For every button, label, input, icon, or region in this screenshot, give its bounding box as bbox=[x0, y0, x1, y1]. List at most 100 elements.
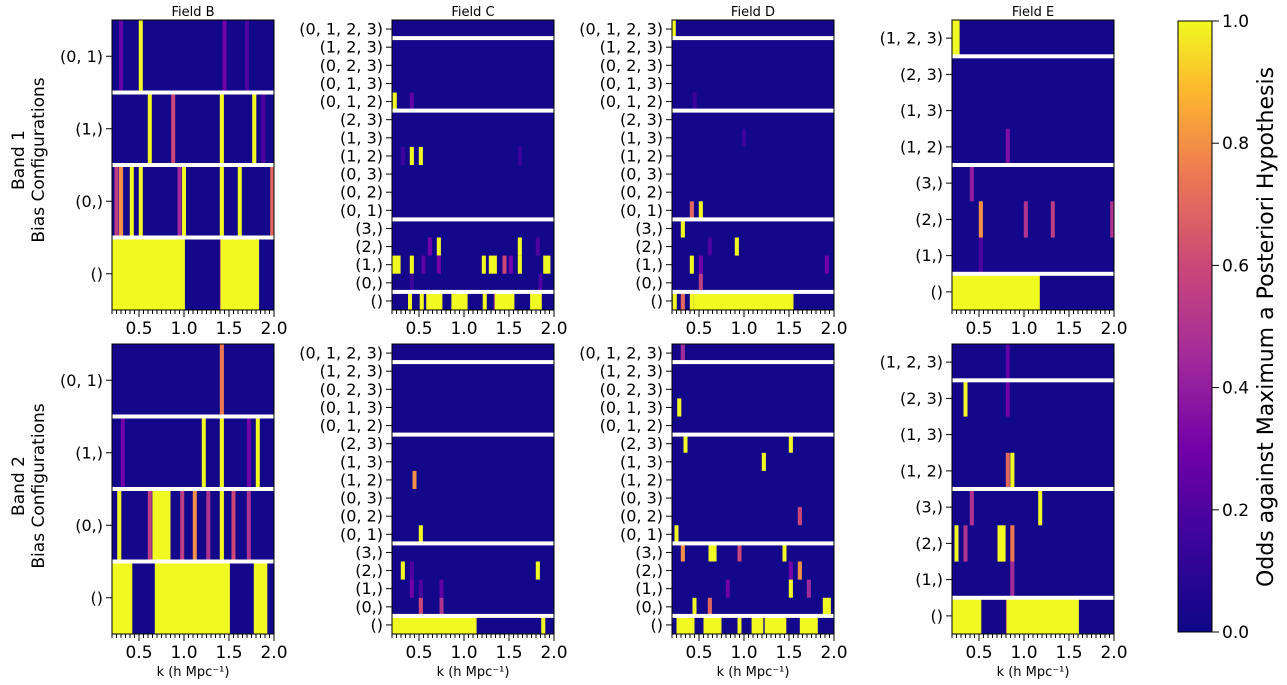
x-tick-label: 0.5 bbox=[685, 643, 712, 663]
heatmap-cell bbox=[117, 489, 122, 562]
heatmap-cell bbox=[963, 380, 968, 417]
heatmap-cell bbox=[439, 579, 444, 598]
heatmap-cell bbox=[1110, 201, 1114, 238]
group-separator bbox=[672, 36, 834, 41]
heatmap-cell bbox=[694, 291, 719, 310]
heatmap-cell bbox=[421, 255, 426, 274]
y-tick-label: (0,) bbox=[635, 597, 663, 616]
heatmap-cell bbox=[156, 561, 189, 634]
heatmap-panels: (0, 1) (1,) (0,) () 0.5 1.0 1.5 2.0 Field B (0, 1… bbox=[60, 5, 1128, 680]
x-tick-label: 2.0 bbox=[820, 319, 847, 339]
y-tick-label: (1, 2, 3) bbox=[880, 353, 943, 372]
group-separator bbox=[672, 289, 834, 294]
x-tick-label: 1.5 bbox=[775, 319, 802, 339]
heatmap-cell bbox=[978, 201, 983, 238]
heatmap-cell bbox=[1008, 597, 1079, 635]
y-tick-label: (1, 3) bbox=[340, 128, 383, 147]
heatmap-cell bbox=[692, 92, 697, 111]
y-tick-label: (0, 3) bbox=[340, 165, 383, 184]
heatmap-cell bbox=[680, 291, 685, 310]
heatmap-cell bbox=[707, 237, 712, 256]
heatmap-cell bbox=[409, 255, 414, 274]
y-tick-label: (0, 1, 2, 3) bbox=[299, 344, 383, 363]
heatmap-cell bbox=[517, 237, 522, 256]
row-label-band2-line1: Band 2 bbox=[9, 456, 29, 516]
heatmap-cell bbox=[535, 237, 540, 256]
heatmap-cell bbox=[201, 416, 206, 489]
heatmap-cell bbox=[138, 20, 143, 93]
heatmap-cell bbox=[488, 255, 497, 274]
colorbar-tick-label: 0.2 bbox=[1222, 501, 1249, 521]
panel-title: Field E bbox=[1012, 5, 1054, 20]
heatmap-cell bbox=[409, 146, 414, 165]
heatmap-cell bbox=[788, 579, 793, 598]
x-tick-label: 2.0 bbox=[820, 643, 847, 663]
heatmap-cell bbox=[1005, 452, 1010, 490]
y-tick-label: (2,) bbox=[635, 237, 663, 256]
x-tick-label: 0.5 bbox=[965, 319, 992, 339]
heatmap-cell bbox=[782, 543, 787, 562]
panel-band2-field-d: (0, 1, 2, 3)(1, 2, 3)(0, 2, 3)(0, 1, 3)(… bbox=[579, 343, 848, 680]
heatmap-cell bbox=[229, 237, 260, 310]
group-separator bbox=[112, 414, 274, 419]
heatmap-cell bbox=[797, 507, 802, 526]
colorbar-gradient bbox=[1177, 20, 1213, 633]
group-separator bbox=[952, 378, 1114, 383]
group-separator bbox=[112, 235, 274, 240]
x-tick-label: 1.5 bbox=[775, 643, 802, 663]
group-separator bbox=[112, 559, 274, 564]
y-tick-label: (1, 3) bbox=[620, 452, 663, 471]
y-tick-label: (0, 1, 2, 3) bbox=[579, 344, 663, 363]
heatmap-cell bbox=[751, 615, 764, 634]
heatmap-cell bbox=[152, 489, 171, 562]
heatmap-cell bbox=[1010, 561, 1015, 598]
x-tick-label: 0.5 bbox=[965, 643, 992, 663]
y-tick-label: (0, 1) bbox=[620, 201, 663, 220]
group-separator bbox=[392, 289, 554, 294]
heatmap-cell bbox=[409, 561, 414, 580]
y-tick-label: (1,) bbox=[915, 246, 943, 265]
group-separator bbox=[952, 271, 1114, 276]
heatmap-cell bbox=[824, 255, 829, 274]
heatmap-cell bbox=[978, 237, 983, 274]
x-tick-label: 0.5 bbox=[125, 319, 152, 339]
heatmap-cell bbox=[436, 255, 441, 274]
y-tick-label: (0, 2) bbox=[620, 507, 663, 526]
x-tick-label: 1.5 bbox=[215, 319, 242, 339]
y-tick-label: (2, 3) bbox=[900, 65, 943, 84]
x-tick-label: 1.0 bbox=[730, 319, 757, 339]
heatmap-cell bbox=[418, 525, 423, 544]
y-tick-label: (0, 3) bbox=[620, 489, 663, 508]
y-tick-label: (0, 2) bbox=[340, 183, 383, 202]
x-tick-label: 1.5 bbox=[495, 643, 522, 663]
colorbar-tick-label: 0.8 bbox=[1222, 134, 1249, 154]
y-tick-label: (2, 3) bbox=[620, 434, 663, 453]
y-tick-label: () bbox=[931, 606, 943, 625]
heatmap-cell bbox=[707, 597, 712, 616]
y-tick-label: (0, 2, 3) bbox=[600, 56, 663, 75]
x-tick-label: 1.5 bbox=[1055, 319, 1082, 339]
heatmap-cell bbox=[797, 561, 802, 580]
heatmap-cell bbox=[712, 291, 794, 310]
heatmap-cell bbox=[535, 561, 540, 580]
heatmap-cell bbox=[680, 219, 685, 238]
panel-title: Field B bbox=[171, 5, 214, 20]
x-tick-label: 0.5 bbox=[405, 643, 432, 663]
y-tick-label: (0, 1, 2) bbox=[320, 92, 383, 111]
heatmap-cell bbox=[1023, 201, 1028, 238]
heatmap-cell bbox=[439, 597, 444, 616]
y-tick-label: () bbox=[91, 264, 103, 283]
x-axis-label: k (h Mpc⁻¹) bbox=[717, 665, 790, 680]
heatmap-cell bbox=[737, 615, 742, 634]
heatmap-cell bbox=[1005, 128, 1010, 166]
panel-background bbox=[672, 20, 834, 310]
x-tick-label: 1.0 bbox=[450, 643, 477, 663]
heatmap-cell bbox=[517, 255, 522, 274]
x-tick-label: 2.0 bbox=[540, 319, 567, 339]
y-tick-label: (0, 1, 3) bbox=[600, 398, 663, 417]
group-separator bbox=[112, 90, 274, 95]
heatmap-cell bbox=[969, 165, 974, 202]
y-tick-label: (2,) bbox=[355, 237, 383, 256]
heatmap-cell bbox=[698, 255, 703, 274]
